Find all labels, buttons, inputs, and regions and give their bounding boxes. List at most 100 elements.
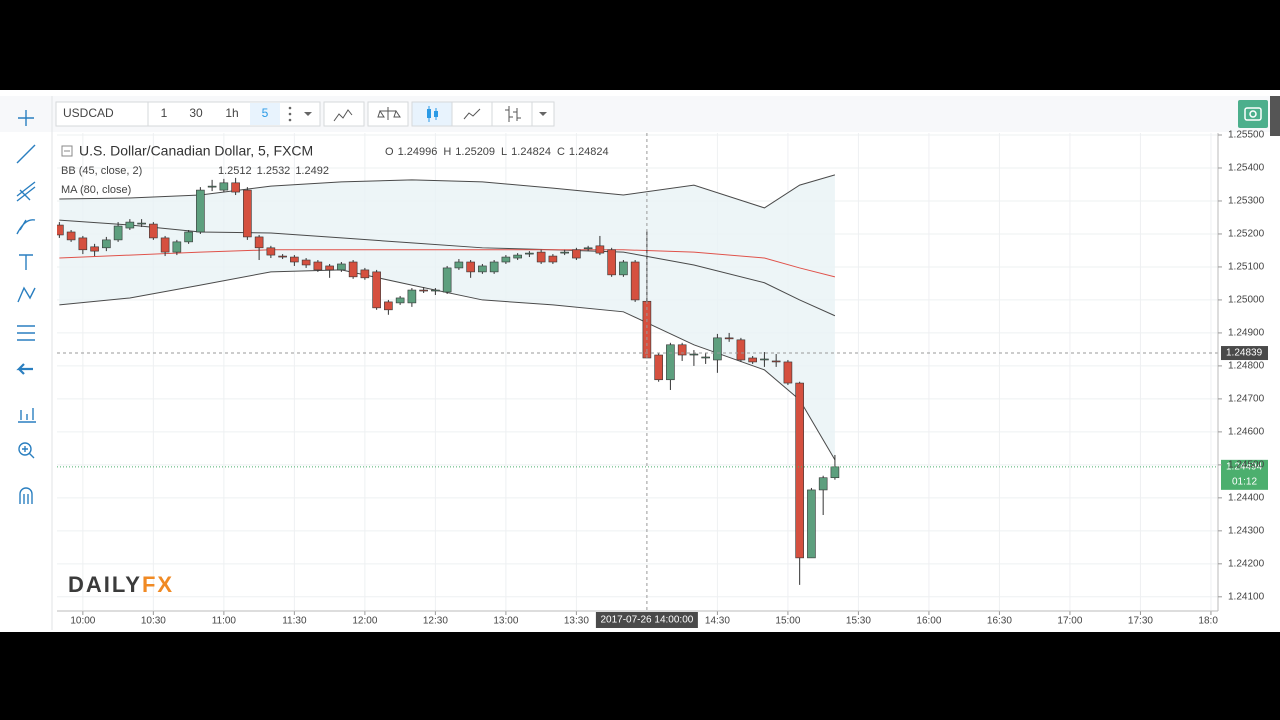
icon bbox=[505, 106, 521, 122]
interval[interactable]: 30 bbox=[189, 106, 203, 120]
symbol[interactable]: USDCAD bbox=[63, 106, 114, 120]
countdown: 01:12 bbox=[1232, 476, 1257, 487]
ohlc-value: 1.24824 bbox=[511, 146, 551, 158]
logo-text: DAILY bbox=[68, 572, 142, 597]
candle-body bbox=[431, 289, 440, 292]
icon bbox=[377, 107, 401, 120]
x-tick-label: 16:30 bbox=[987, 616, 1012, 627]
candle-body bbox=[184, 231, 193, 243]
svg-text:DAILYFX: DAILYFX bbox=[68, 572, 174, 597]
back-btn[interactable] bbox=[16, 363, 33, 375]
x-tick-label: 10:30 bbox=[141, 616, 166, 627]
candle-body bbox=[760, 358, 769, 361]
ohlc-label: C bbox=[557, 146, 565, 158]
band-fill bbox=[59, 174, 835, 460]
interval[interactable]: 1h bbox=[225, 106, 238, 120]
x-tick-label: 12:00 bbox=[352, 616, 377, 627]
y-tick-label: 1.24800 bbox=[1228, 361, 1265, 372]
x-tick-label: 17:30 bbox=[1128, 616, 1153, 627]
candle-body bbox=[783, 361, 793, 384]
letterbox-bottom bbox=[0, 632, 1280, 720]
pattern-tool[interactable] bbox=[17, 286, 36, 303]
zoom-tool[interactable] bbox=[18, 442, 32, 456]
y-tick-label: 1.25500 bbox=[1228, 130, 1265, 141]
collapse-icon[interactable] bbox=[61, 145, 73, 157]
y-tick-label: 1.25200 bbox=[1228, 229, 1265, 240]
y-tick-label: 1.24900 bbox=[1228, 328, 1265, 339]
candles-btn[interactable] bbox=[411, 101, 453, 127]
line-btn[interactable] bbox=[451, 101, 493, 127]
candle-body bbox=[548, 255, 558, 263]
measure-tool[interactable] bbox=[17, 325, 35, 341]
ohlc-label: H bbox=[443, 146, 451, 158]
candle-body bbox=[513, 254, 522, 259]
candle-body bbox=[137, 222, 146, 225]
ma-line bbox=[59, 249, 836, 278]
candle-body bbox=[489, 261, 499, 273]
candle-body bbox=[795, 382, 804, 559]
candle-body bbox=[337, 263, 346, 271]
bars-btn[interactable] bbox=[491, 101, 533, 127]
candle-body bbox=[113, 225, 123, 241]
indicators-btn[interactable] bbox=[323, 101, 365, 127]
app bbox=[0, 90, 1280, 632]
candle-body bbox=[348, 261, 358, 278]
candle-body bbox=[572, 249, 581, 259]
text-tool[interactable] bbox=[19, 254, 33, 270]
zoom-range[interactable] bbox=[18, 408, 36, 423]
more[interactable] bbox=[288, 106, 292, 122]
candle-body bbox=[266, 247, 276, 256]
y-tick-label: 1.24500 bbox=[1228, 460, 1265, 471]
candle-body bbox=[172, 241, 182, 253]
last-price-bg bbox=[1221, 459, 1268, 490]
chart-title: U.S. Dollar/Canadian Dollar, 5, FXCM bbox=[79, 143, 313, 159]
bb-legend: BB (45, close, 2) bbox=[61, 165, 142, 177]
x-tick-label: 14:30 bbox=[705, 616, 730, 627]
candle-body bbox=[607, 249, 616, 276]
candle-body bbox=[807, 489, 816, 559]
fib-tool[interactable] bbox=[16, 181, 36, 202]
dropdown[interactable] bbox=[304, 112, 312, 116]
candle-body bbox=[501, 256, 511, 263]
candle-body bbox=[395, 297, 405, 304]
candle-body bbox=[301, 259, 311, 266]
trend-tool[interactable] bbox=[16, 144, 36, 164]
y-tick-label: 1.25300 bbox=[1228, 196, 1265, 207]
candle-body bbox=[254, 236, 264, 249]
ma-legend: MA (80, close) bbox=[61, 184, 131, 196]
candle-body bbox=[736, 339, 746, 361]
candle-body bbox=[630, 261, 640, 301]
snapshot-btn[interactable] bbox=[1238, 100, 1268, 128]
candle-body bbox=[372, 271, 381, 309]
symbol-box[interactable] bbox=[55, 101, 149, 127]
candle-body bbox=[442, 267, 452, 293]
candle-body bbox=[66, 231, 76, 241]
y-tick-label: 1.24100 bbox=[1228, 591, 1265, 602]
candle-body bbox=[290, 256, 299, 263]
candle-body bbox=[525, 252, 534, 255]
band-line bbox=[59, 269, 836, 461]
scrollbar bbox=[1270, 96, 1280, 136]
interval[interactable]: 1 bbox=[161, 106, 168, 120]
candle-body bbox=[771, 360, 781, 363]
x-tick-label: 15:30 bbox=[846, 616, 871, 627]
interval[interactable]: 5 bbox=[262, 106, 269, 120]
y-tick-label: 1.24700 bbox=[1228, 394, 1265, 405]
y-tick-label: 1.24200 bbox=[1228, 558, 1265, 569]
brush-tool[interactable] bbox=[16, 219, 36, 235]
x-tick-label: 16:00 bbox=[916, 616, 941, 627]
candle-body bbox=[231, 182, 240, 193]
bb-values: 1.2512 1.2532 1.2492 bbox=[218, 165, 329, 177]
y-tick-label: 1.25100 bbox=[1228, 262, 1265, 273]
magnet-tool[interactable] bbox=[19, 487, 33, 504]
crosshair-tool[interactable] bbox=[18, 110, 34, 126]
crosshair-time: 2017-07-26 14:00:00 bbox=[600, 615, 693, 626]
y-tick-label: 1.24600 bbox=[1228, 427, 1265, 438]
candle-body bbox=[243, 189, 252, 238]
x-axis: 10:00 10:30 11:00 11:30 12:00 12:30 13:00 13:30… bbox=[70, 611, 1218, 627]
ohlc-label: L bbox=[501, 146, 507, 158]
crosshair-price-bg bbox=[1221, 346, 1268, 361]
ohlc-value: 1.24824 bbox=[569, 146, 609, 158]
candle-body bbox=[325, 265, 334, 271]
